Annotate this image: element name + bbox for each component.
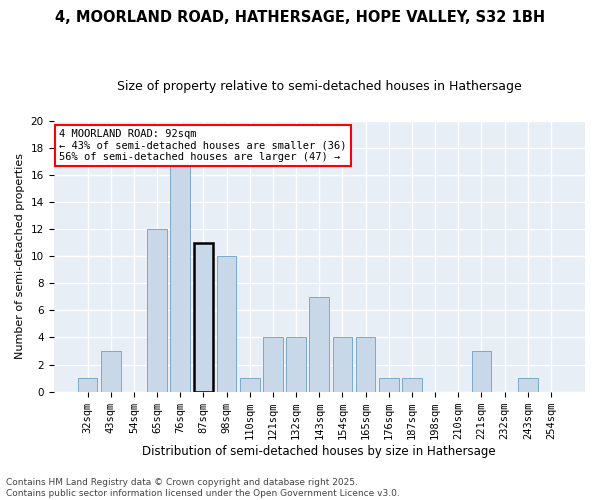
Bar — [402, 378, 422, 392]
Bar — [472, 351, 491, 392]
Bar — [518, 378, 538, 392]
Bar — [310, 297, 329, 392]
Bar — [379, 378, 398, 392]
Bar — [170, 161, 190, 392]
Bar — [194, 242, 213, 392]
Bar — [147, 229, 167, 392]
Text: 4, MOORLAND ROAD, HATHERSAGE, HOPE VALLEY, S32 1BH: 4, MOORLAND ROAD, HATHERSAGE, HOPE VALLE… — [55, 10, 545, 25]
Bar — [332, 338, 352, 392]
Bar — [356, 338, 376, 392]
Text: Contains HM Land Registry data © Crown copyright and database right 2025.
Contai: Contains HM Land Registry data © Crown c… — [6, 478, 400, 498]
Bar — [263, 338, 283, 392]
X-axis label: Distribution of semi-detached houses by size in Hathersage: Distribution of semi-detached houses by … — [142, 444, 496, 458]
Bar — [217, 256, 236, 392]
Y-axis label: Number of semi-detached properties: Number of semi-detached properties — [15, 153, 25, 359]
Bar — [77, 378, 97, 392]
Bar — [240, 378, 260, 392]
Bar — [101, 351, 121, 392]
Title: Size of property relative to semi-detached houses in Hathersage: Size of property relative to semi-detach… — [117, 80, 521, 93]
Text: 4 MOORLAND ROAD: 92sqm
← 43% of semi-detached houses are smaller (36)
56% of sem: 4 MOORLAND ROAD: 92sqm ← 43% of semi-det… — [59, 128, 346, 162]
Bar — [286, 338, 306, 392]
